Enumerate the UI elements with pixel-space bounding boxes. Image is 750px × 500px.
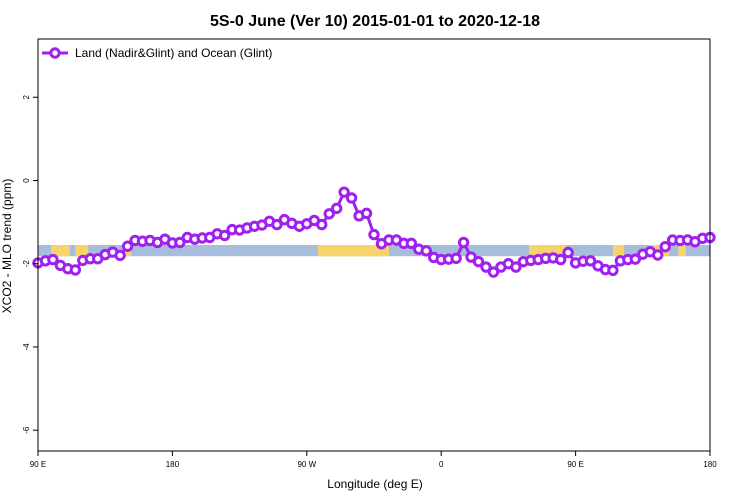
land-segment [528,245,567,257]
y-axis: 2 0 -2 -4 -6 [22,94,38,434]
data-point [121,240,134,252]
land-segment [75,245,89,257]
data-point [174,236,186,249]
data-point [562,246,574,259]
data-point [480,261,492,273]
y-tick-label: -6 [22,426,31,434]
legend: Land (Nadir&Glint) and Ocean (Glint) [42,46,272,60]
data-point [323,208,335,220]
data-point [338,186,350,198]
land-segment [318,245,389,257]
y-tick-label: 0 [22,178,31,183]
data-point [405,237,418,250]
x-tick-label: 90 E [30,460,46,469]
chart-title: 5S-0 June (Ver 10) 2015-01-01 to 2020-12… [210,13,540,30]
data-point [457,236,470,249]
x-tick-label: 180 [166,460,180,469]
data-point [271,218,283,231]
data-point [316,218,328,231]
y-axis-label: XCO2 - MLO trend (ppm) [0,179,14,314]
data-point [368,228,380,241]
land-segment [678,245,686,257]
plot-frame [37,38,711,452]
x-tick-label: 180 [703,460,717,469]
legend-series-label: Land (Nadir&Glint) and Ocean (Glint) [75,46,272,60]
data-point [360,207,373,220]
data-point [47,253,59,266]
data-point [345,192,358,204]
y-tick-label: 2 [22,94,31,99]
data-point [652,249,664,261]
data-point [472,255,485,268]
data-point [450,252,462,265]
x-tick-label: 0 [439,460,444,469]
series-points-layer [32,186,716,278]
data-point [330,202,343,215]
data-point [69,264,82,276]
data-point [607,264,619,277]
land-segment [51,245,70,257]
data-point [510,261,522,273]
data-point [629,253,642,265]
land-ocean-band [38,245,710,257]
y-tick-label: -2 [22,260,31,268]
data-point [659,240,671,253]
data-point [114,249,126,262]
x-axis-label: Longitude (deg E) [327,477,422,491]
land-segment [612,245,625,257]
y-tick-label: -4 [22,343,31,351]
legend-marker-swatch [49,47,61,59]
data-point [554,253,567,266]
data-point [420,245,432,257]
data-point [584,255,597,267]
data-point [218,229,231,242]
x-tick-label: 90 E [567,460,583,469]
x-tick-label: 90 W [297,460,316,469]
x-axis: 90 E 180 90 W 0 90 E 180 [30,451,717,469]
data-point [487,266,500,278]
